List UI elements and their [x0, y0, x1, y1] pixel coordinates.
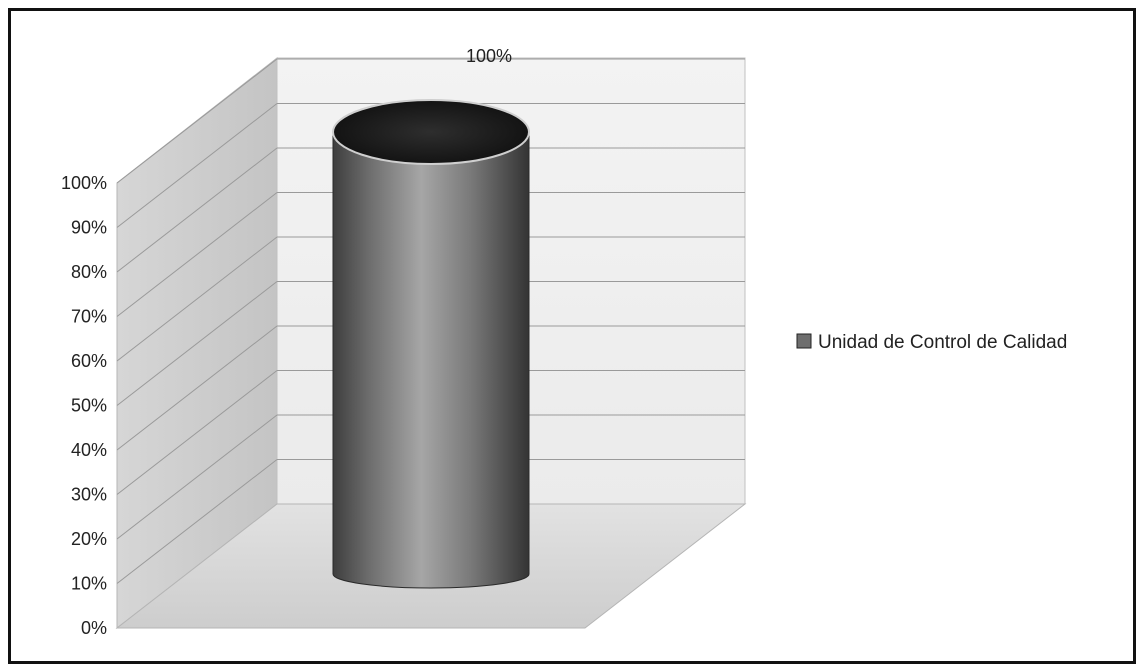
- gridline-side: [116, 414, 278, 540]
- gridline-side: [116, 192, 278, 317]
- data-label: 100%: [466, 46, 512, 66]
- legend-label: Unidad de Control de Calidad: [818, 332, 1067, 353]
- y-tick-label: 80%: [71, 262, 107, 282]
- y-tick-label: 70%: [71, 307, 107, 327]
- gridline-side: [116, 103, 278, 228]
- y-tick-label: 30%: [71, 485, 107, 505]
- gridline-side: [116, 281, 278, 406]
- y-axis-ticks: 0% 10% 20% 30% 40% 50% 60% 70% 80% 90% 100%: [61, 173, 107, 638]
- y-tick-label: 100%: [61, 173, 107, 193]
- gridline-side: [116, 236, 278, 362]
- y-tick-label: 10%: [71, 574, 107, 594]
- legend-swatch: [796, 333, 812, 349]
- bars: [332, 99, 530, 589]
- data-labels: 100%: [466, 46, 512, 66]
- y-tick-label: 0%: [81, 618, 107, 638]
- y-tick-label: 50%: [71, 396, 107, 416]
- gridline-side: [116, 147, 278, 273]
- gridline-side: [116, 370, 278, 495]
- y-tick-label: 20%: [71, 529, 107, 549]
- gridline-side: [116, 58, 278, 184]
- bar-cylinder: [332, 131, 530, 589]
- legend: Unidad de Control de Calidad: [796, 332, 1067, 353]
- y-tick-label: 40%: [71, 440, 107, 460]
- y-tick-label: 90%: [71, 218, 107, 238]
- gridline-side: [116, 325, 278, 451]
- bar-cylinder-top: [332, 99, 530, 165]
- gridline-side: [116, 459, 278, 584]
- y-tick-label: 60%: [71, 351, 107, 371]
